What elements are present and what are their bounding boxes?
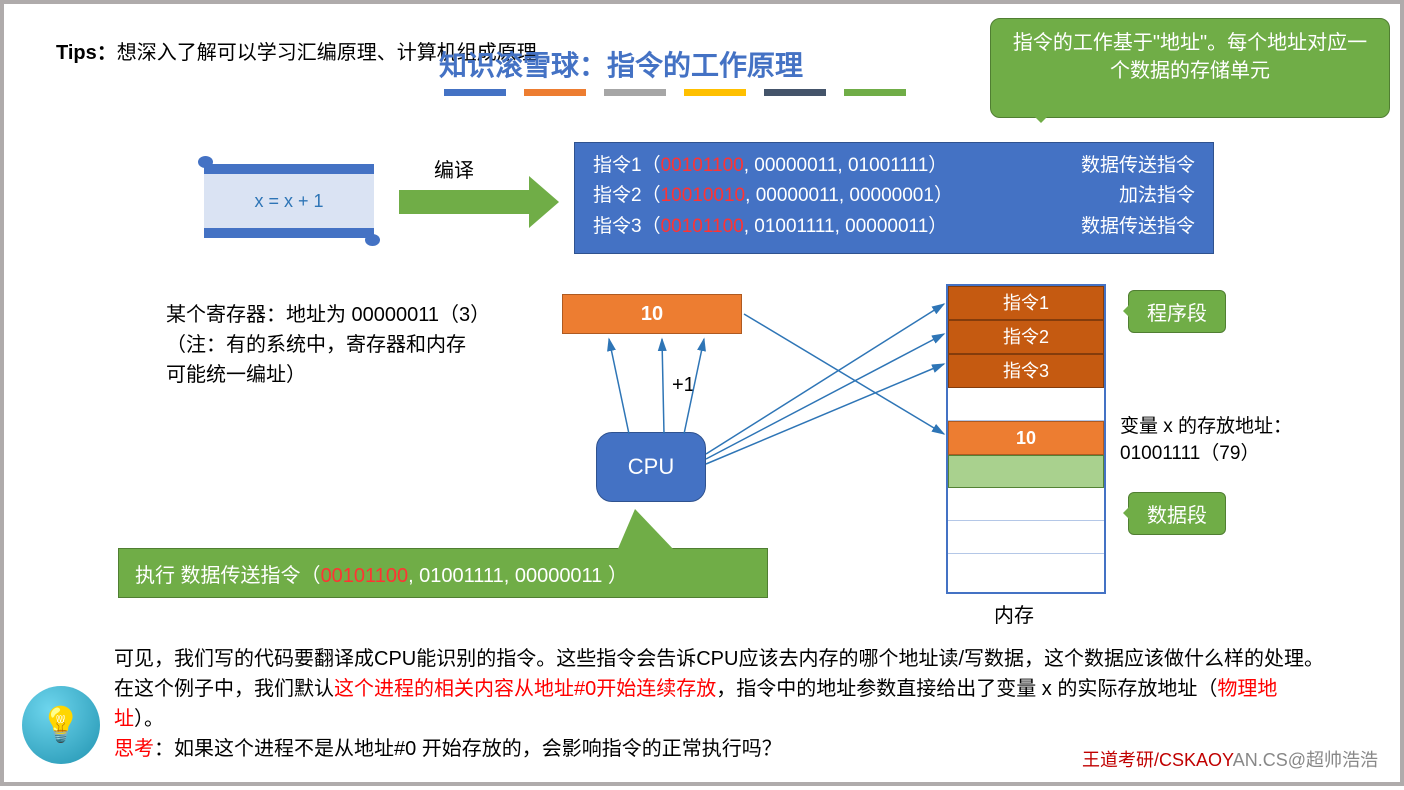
- instruction-row-3: 指令3（00101100, 01001111, 00000011） 数据传送指令: [593, 212, 1195, 242]
- page-title: 知识滚雪球：指令的工作原理: [439, 44, 803, 84]
- memory-block: 指令1 指令2 指令3 10: [946, 284, 1106, 594]
- tips-label: Tips：: [56, 42, 117, 64]
- exec-callout: 执行 数据传送指令（00101100, 01001111, 00000011 ）: [118, 548, 768, 598]
- footer-watermark: 王道考研/CSKAOYAN.CS@超帅浩浩: [1082, 746, 1378, 772]
- memory-label: 内存: [994, 599, 1034, 628]
- mem-instr-1: 指令1: [948, 286, 1104, 320]
- var-address-text: 变量 x 的存放地址： 01001111（79）: [1120, 414, 1292, 467]
- compile-label: 编译: [434, 154, 474, 183]
- mem-instr-2: 指令2: [948, 320, 1104, 354]
- bar-2: [524, 89, 586, 96]
- var-addr-l1: 变量 x 的存放地址：: [1120, 414, 1292, 441]
- mem-var-x: 10: [948, 421, 1104, 455]
- cpu-box: CPU: [596, 432, 706, 502]
- compile-arrow-body: [399, 190, 529, 214]
- mem-row-empty-1: [948, 388, 1104, 421]
- source-code: x = x + 1: [254, 191, 323, 212]
- mem-row-empty-2: [948, 488, 1104, 521]
- bar-3: [604, 89, 666, 96]
- lightbulb-icon: 💡: [22, 686, 100, 764]
- bar-5: [764, 89, 826, 96]
- bar-6: [844, 89, 906, 96]
- data-segment-tag: 数据段: [1128, 492, 1226, 535]
- instruction-row-2: 指令2（10010010, 00000011, 00000001） 加法指令: [593, 181, 1195, 211]
- title-bars: [444, 89, 906, 96]
- bar-1: [444, 89, 506, 96]
- register-line2: （注：有的系统中，寄存器和内存: [166, 330, 490, 360]
- register-line1: 某个寄存器：地址为 00000011（3）: [166, 300, 490, 330]
- register-line3: 可能统一编址）: [166, 360, 490, 390]
- plus-one-label: +1: [672, 374, 695, 397]
- var-addr-l2: 01001111（79）: [1120, 441, 1292, 468]
- source-code-scroll: x = x + 1: [204, 164, 374, 238]
- mem-row-green-1: [948, 455, 1104, 488]
- program-segment-tag: 程序段: [1128, 290, 1226, 333]
- register-box: 10: [562, 294, 742, 334]
- mem-instr-3: 指令3: [948, 354, 1104, 388]
- instruction-row-1: 指令1（00101100, 00000011, 01001111） 数据传送指令: [593, 151, 1195, 181]
- register-description: 某个寄存器：地址为 00000011（3） （注：有的系统中，寄存器和内存 可能…: [166, 300, 490, 390]
- mem-row-empty-3: [948, 521, 1104, 554]
- compile-arrow-head: [529, 176, 559, 228]
- bar-4: [684, 89, 746, 96]
- mem-row-empty-4: [948, 554, 1104, 587]
- instructions-box: 指令1（00101100, 00000011, 01001111） 数据传送指令…: [574, 142, 1214, 254]
- callout-address: 指令的工作基于"地址"。每个地址对应一个数据的存储单元: [990, 18, 1390, 118]
